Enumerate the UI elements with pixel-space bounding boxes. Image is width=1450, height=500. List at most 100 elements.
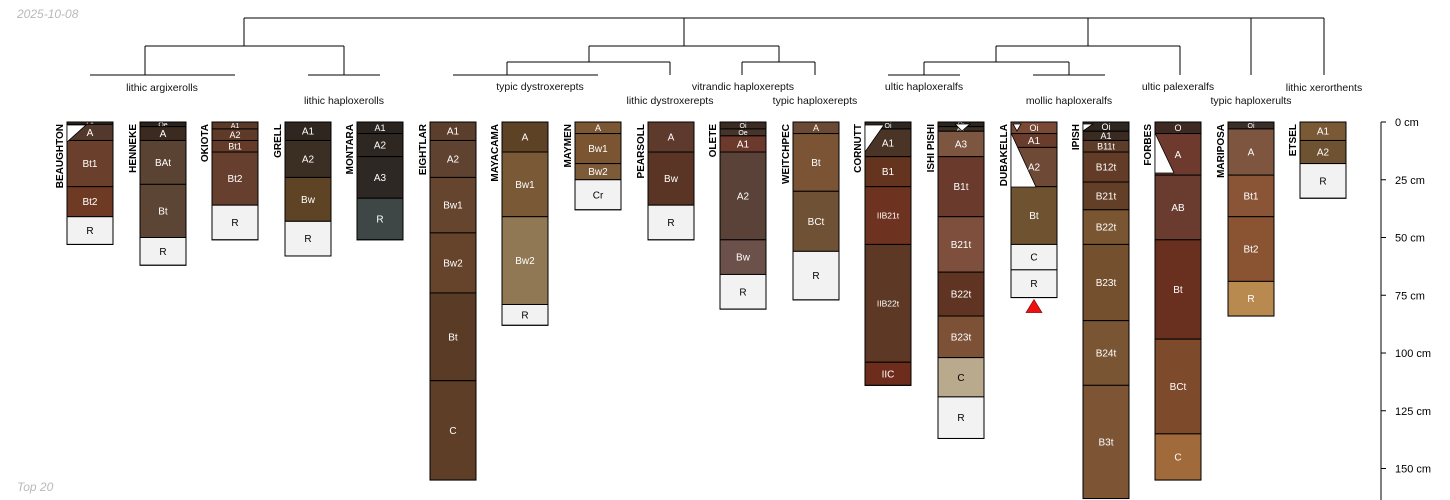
horizon-label: R (86, 226, 93, 237)
horizon-label: A2 (229, 130, 240, 140)
horizon-label: Bt1 (228, 141, 242, 151)
horizon-label: C (1174, 452, 1181, 463)
horizon-label: R (231, 218, 238, 229)
group-label: typic haploxerults (1210, 95, 1291, 107)
profile-name: OKIOTA (200, 124, 211, 162)
horizon-label: R (304, 234, 311, 245)
horizon-label: B3t (1098, 437, 1113, 448)
horizon-label: Bt (1173, 285, 1183, 296)
depth-tick-label: 100 cm (1395, 348, 1431, 360)
profile-grell: GRELL A1 A2 Bw R (273, 121, 332, 257)
profile-henneke: HENNEKE OeA BAt Bt R (128, 121, 187, 266)
horizon-label: Bt2 (82, 197, 97, 208)
profile-outline (574, 121, 622, 211)
horizon-label: R (1319, 176, 1326, 187)
horizon-label: R (376, 215, 383, 226)
profile-name: ISHI PISHI (926, 124, 937, 173)
horizon-r (937, 396, 985, 439)
profile-name: PEARSOLL (636, 124, 647, 178)
horizon-label: Bt (811, 158, 821, 169)
group-label: typic dystroxerepts (496, 81, 584, 93)
horizon-label: Bw2 (588, 167, 608, 178)
profile-outline (66, 121, 114, 245)
horizon-label: A1 (374, 123, 385, 133)
horizon-b1t (937, 156, 985, 218)
profile-outline (864, 121, 912, 386)
boundary-wedges (66, 123, 1175, 188)
horizon-label: B11t (1097, 141, 1115, 151)
horizon-label: BCt (808, 217, 825, 228)
horizon-label: Bw (301, 195, 316, 206)
horizon-bct (792, 190, 840, 252)
profile-name: EIGHTLAR (418, 123, 429, 175)
horizon-label: Bw2 (443, 258, 463, 269)
horizon-label: A1 (302, 127, 315, 138)
horizon-label: A (668, 133, 675, 144)
horizon-label: A1 (1100, 131, 1111, 141)
horizon-label: A (595, 123, 601, 133)
horizon-iib22t (864, 243, 912, 363)
horizon-label: Oi (885, 123, 892, 130)
horizon-label: Oi (1248, 123, 1255, 130)
horizon-label: Bt (448, 332, 458, 343)
horizon-label: A2 (737, 191, 750, 202)
boundary-wedge (864, 124, 885, 154)
group-label: lithic xerorthents (1286, 82, 1362, 94)
horizon-label: Bw1 (588, 144, 608, 155)
depth-tick-label: 150 cm (1395, 464, 1431, 476)
horizon-label: Oi (1102, 122, 1111, 132)
horizon-b1 (864, 156, 912, 188)
horizon-label: C (449, 426, 456, 437)
horizon-label: A (1248, 148, 1255, 159)
horizon-label: A (87, 128, 94, 139)
horizon-bw1 (501, 151, 549, 218)
profile-outline (284, 121, 332, 257)
horizon-label: B1t (953, 182, 968, 193)
horizon-label: B23t (951, 332, 972, 343)
horizon-r (719, 273, 767, 310)
profile-name: ETSEL (1288, 124, 1299, 156)
profile-name: DUBAKELLA (999, 124, 1010, 186)
horizon-bw1 (574, 133, 622, 165)
boundary-wedge (66, 124, 88, 143)
horizon-label: R (812, 271, 819, 282)
group-label: typic haploxerepts (773, 95, 858, 107)
horizon-label: AB (1171, 203, 1185, 214)
horizon-label: A3 (955, 139, 968, 150)
profile-outline (1154, 121, 1202, 481)
horizon-b23t (1082, 243, 1130, 322)
boundary-wedge (1012, 123, 1022, 132)
horizon-label: B1 (882, 167, 895, 178)
horizon-label: IIC (882, 369, 895, 380)
profile-ishi-pishi: ISHI PISHIOiA1A3B1tB21tB22tB23tCR (926, 121, 985, 439)
horizon-label: O (1174, 123, 1181, 133)
horizon-label: C (1030, 253, 1037, 264)
horizon-label: BAt (155, 158, 171, 169)
horizon-label: A1 (231, 123, 240, 130)
profile-name: MONTARA (345, 124, 356, 174)
horizon-label: IIB21t (877, 211, 900, 221)
dendrogram (90, 17, 1325, 76)
horizon-r (1227, 280, 1275, 317)
horizon-b3t (1082, 384, 1130, 500)
horizon-label: C (957, 373, 964, 384)
group-label: ultic haploxeralfs (885, 81, 963, 93)
horizon-label: A3 (374, 173, 387, 184)
horizon-r (647, 204, 695, 241)
horizon-label: A1 (882, 138, 895, 149)
horizon-label: R (667, 218, 674, 229)
profile-dubakella: DUBAKELLA Oi A1 A2 Bt C R (999, 121, 1058, 299)
horizon-b23t (937, 315, 985, 359)
horizon-label: Bw (664, 174, 679, 185)
horizon-label: R (159, 247, 166, 258)
profile-outline (1010, 121, 1058, 299)
profile-outline (647, 121, 695, 241)
profile-name: FORBES (1143, 124, 1154, 166)
date-label: 2025-10-08 (17, 7, 79, 21)
horizon-label: Bt2 (227, 174, 242, 185)
horizon-label: A1 (1317, 127, 1330, 138)
group-label: ultic palexeralfs (1142, 81, 1214, 93)
profile-outline (501, 121, 549, 326)
